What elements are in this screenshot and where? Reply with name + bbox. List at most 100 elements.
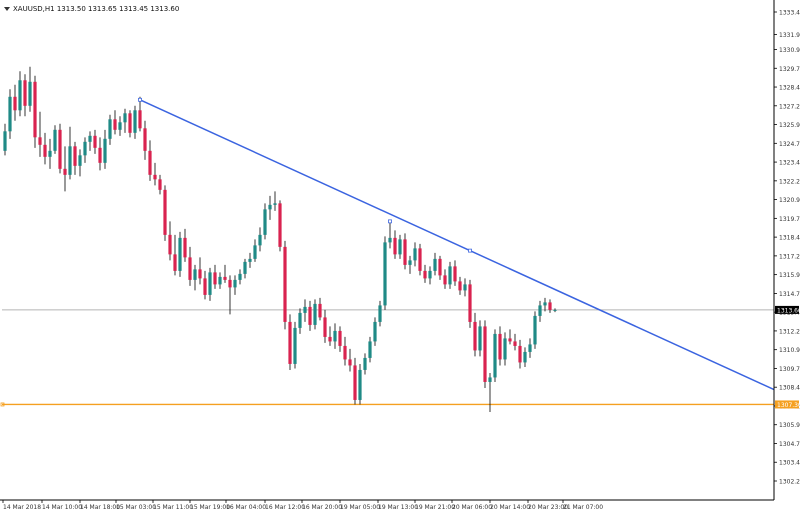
candle <box>398 234 402 259</box>
candle <box>108 114 112 145</box>
candle <box>528 338 532 358</box>
candle <box>428 266 432 285</box>
bull-candle-body <box>523 351 527 363</box>
candle <box>78 149 82 177</box>
candle <box>63 146 67 192</box>
candle <box>88 131 92 151</box>
candle <box>438 255 442 280</box>
bull-candle-body <box>368 341 372 358</box>
bear-candle-body <box>163 189 167 235</box>
bull-candle-body <box>433 258 437 271</box>
candle <box>93 129 97 154</box>
bull-candle-body <box>123 113 127 123</box>
candle <box>158 174 162 195</box>
bull-candle-body <box>463 284 467 291</box>
bull-candle-body <box>428 270 432 279</box>
bull-candle-body <box>448 266 452 285</box>
bull-candle-body <box>388 237 392 243</box>
bull-candle-body <box>8 96 12 132</box>
bull-candle-body <box>503 338 507 360</box>
candle <box>423 264 427 283</box>
candle <box>33 75 37 148</box>
bull-candle-body <box>263 209 267 235</box>
bear-candle-body <box>473 321 477 351</box>
price-tick-label: 1303.45 <box>779 460 800 467</box>
bear-candle-body <box>468 284 472 322</box>
bear-candle-body <box>228 279 232 288</box>
candle <box>98 137 102 171</box>
bear-candle-body <box>43 144 47 157</box>
candle <box>378 300 382 327</box>
bear-candle-body <box>183 237 187 258</box>
candle <box>538 300 542 322</box>
candle <box>123 108 127 133</box>
bear-candle-body <box>203 278 207 295</box>
price-tick-label: 1304.70 <box>779 441 800 448</box>
candle <box>413 242 417 267</box>
bull-candle-body <box>233 279 237 288</box>
bear-candle-body <box>153 174 157 180</box>
price-tick-label: 1317.20 <box>779 253 800 260</box>
time-tick-label: 15 Mar 11:00 <box>153 504 193 511</box>
trendline-anchor[interactable] <box>468 248 472 253</box>
bear-candle-body <box>288 321 292 364</box>
bull-candle-body <box>133 110 137 133</box>
candle <box>248 252 252 268</box>
time-tick-label: 14 Mar 18:00 <box>80 504 120 511</box>
time-tick-label: 19 Mar 21:00 <box>415 504 455 511</box>
candle <box>58 123 62 174</box>
triangle-down-icon[interactable] <box>4 7 10 11</box>
bull-candle-body <box>28 81 32 106</box>
descending-trendline[interactable] <box>139 99 775 391</box>
bear-candle-body <box>353 365 357 400</box>
bear-candle-body <box>343 345 347 360</box>
candle <box>548 299 552 313</box>
candle <box>288 314 292 370</box>
bull-candle-body <box>208 272 212 295</box>
bear-candle-body <box>113 119 117 130</box>
candle <box>163 185 167 241</box>
time-tick-label: 20 Mar 06:00 <box>452 504 492 511</box>
trendline-touch-marker[interactable] <box>388 219 392 224</box>
bull-candle-body <box>478 326 482 351</box>
bear-candle-body <box>38 137 42 145</box>
bull-candle-body <box>118 122 122 130</box>
candle <box>178 231 182 277</box>
candle <box>68 126 72 180</box>
candle <box>503 332 507 366</box>
candle <box>268 195 272 220</box>
candle <box>253 239 257 262</box>
bull-candle-body <box>258 234 262 246</box>
support-line-anchor[interactable] <box>0 402 5 407</box>
bear-candle-body <box>453 266 457 282</box>
bull-candle-body <box>488 377 492 382</box>
candle <box>3 123 7 156</box>
bear-candle-body <box>338 330 342 346</box>
candle <box>28 66 32 112</box>
bull-candle-body <box>273 203 277 205</box>
candle <box>198 257 202 285</box>
time-tick-label: 19 Mar 05:00 <box>340 504 380 511</box>
candle <box>348 348 352 372</box>
bull-candle-body <box>178 237 182 271</box>
candle <box>48 138 52 169</box>
candle <box>533 311 537 349</box>
bear-candle-body <box>393 237 397 255</box>
candle <box>298 308 302 334</box>
price-tick-label: 1310.95 <box>779 347 800 354</box>
candle <box>553 308 557 313</box>
candle <box>153 162 157 186</box>
bull-candle-body <box>248 258 252 262</box>
candle <box>43 132 47 165</box>
bear-candle-body <box>438 258 442 276</box>
price-tick-label: 1314.70 <box>779 291 800 298</box>
trendline-anchor[interactable] <box>138 97 142 102</box>
price-tick-label: 1327.20 <box>779 103 800 110</box>
candle <box>148 140 152 181</box>
time-tick-label: 15 Mar 19:00 <box>190 504 230 511</box>
candle <box>223 264 227 283</box>
candle <box>208 267 212 301</box>
bull-candle-body <box>363 357 367 370</box>
